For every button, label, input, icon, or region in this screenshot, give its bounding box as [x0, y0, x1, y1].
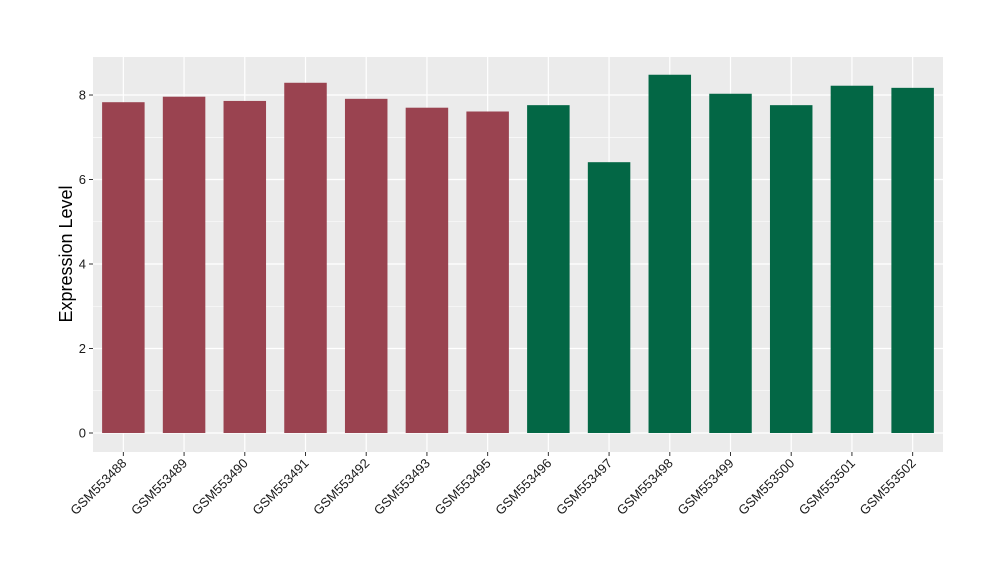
bar-GSM553498: [648, 74, 692, 433]
x-tick-label: GSM553492: [310, 456, 372, 518]
x-tick-label: GSM553496: [492, 456, 554, 518]
y-tick-label: 2: [79, 341, 86, 356]
x-tick-label: GSM553498: [614, 456, 676, 518]
y-tick-label: 0: [79, 425, 86, 440]
bar-GSM553500: [769, 105, 813, 433]
x-tick-label: GSM553491: [249, 456, 311, 518]
bar-GSM553493: [405, 107, 449, 433]
plot-panel: [93, 57, 943, 452]
x-tick-label: GSM553500: [735, 456, 797, 518]
bar-GSM553497: [587, 162, 631, 433]
y-axis: 0 2 4 6 8: [79, 88, 93, 440]
x-axis: GSM553488GSM553489GSM553490GSM553491GSM5…: [67, 452, 919, 518]
bar-GSM553496: [527, 105, 570, 433]
bar-GSM553495: [466, 111, 509, 433]
bar-GSM553502: [891, 87, 934, 433]
bar-GSM553489: [162, 96, 206, 433]
bar-GSM553492: [344, 98, 388, 433]
y-axis-title: Expression Level: [56, 185, 76, 322]
y-tick-label: 6: [79, 172, 86, 187]
bar-GSM553488: [102, 102, 145, 433]
x-tick-label: GSM553497: [553, 456, 615, 518]
x-tick-label: GSM553501: [796, 456, 858, 518]
x-tick-label: GSM553490: [189, 456, 251, 518]
bar-GSM553491: [284, 82, 327, 433]
y-tick-label: 8: [79, 88, 86, 103]
bar-GSM553499: [709, 93, 752, 433]
bars: [102, 74, 934, 433]
x-tick-label: GSM553502: [857, 456, 919, 518]
x-tick-label: GSM553488: [67, 456, 129, 518]
bar-GSM553501: [830, 85, 874, 433]
x-tick-label: GSM553493: [371, 456, 433, 518]
bar-GSM553490: [223, 100, 267, 433]
x-tick-label: GSM553489: [128, 456, 190, 518]
y-tick-label: 4: [79, 257, 86, 272]
x-tick-label: GSM553495: [432, 456, 494, 518]
x-tick-label: GSM553499: [674, 456, 736, 518]
